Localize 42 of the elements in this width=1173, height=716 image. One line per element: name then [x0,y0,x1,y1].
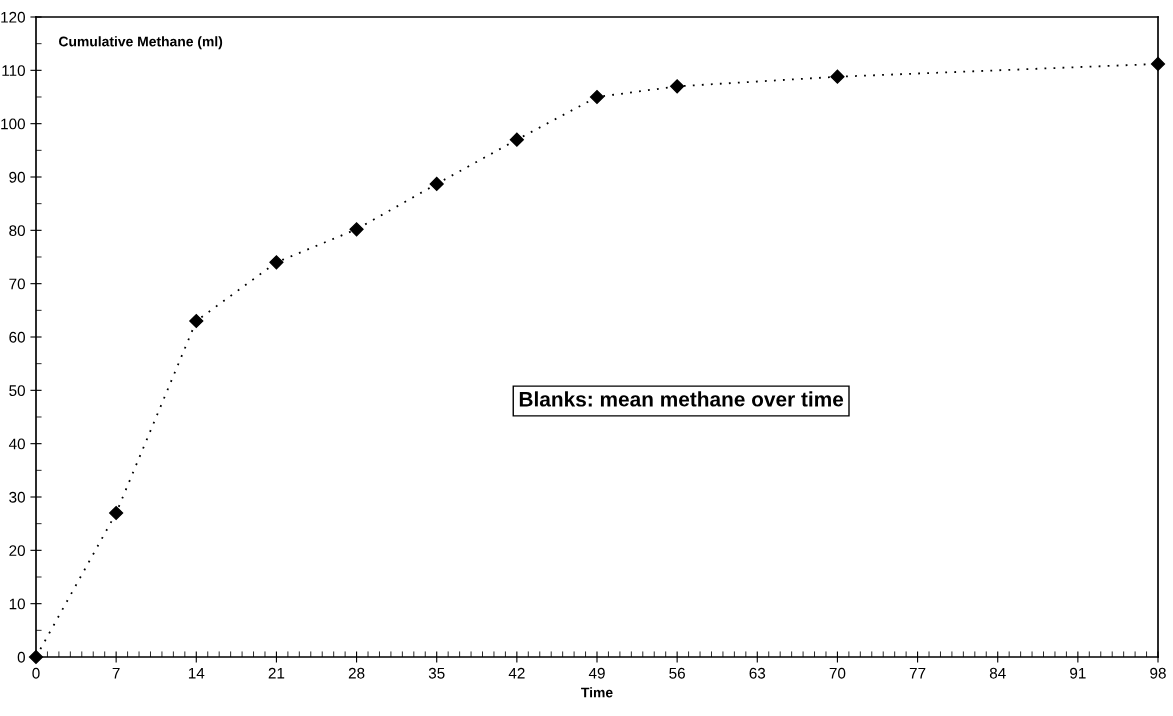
y-axis-title: Cumulative Methane (ml) [59,36,223,50]
point [589,89,605,105]
y-tick-label: 60 [9,331,25,343]
y-tick-label: 0 [17,651,25,663]
y-tick-label: 20 [9,545,25,557]
x-tick-label: 49 [588,667,605,679]
x-tick-label: 28 [348,667,365,679]
x-tick-label: 84 [989,667,1006,679]
point [269,255,284,270]
x-tick-label: 0 [32,667,40,679]
y-tick-label: 110 [2,65,25,77]
x-tick-label: 91 [1070,667,1086,679]
x-tick-label: 56 [669,667,685,679]
point [670,79,685,94]
y-tick-label: 90 [9,171,25,183]
y-tick-label: 80 [9,225,25,237]
point [28,649,44,665]
y-tick-label: 70 [9,278,25,290]
y-tick-label: 50 [9,385,25,397]
x-tick-label: 63 [749,667,766,679]
x-tick-label: 98 [1150,667,1166,679]
point [429,176,444,192]
point [830,69,845,84]
point [509,132,524,147]
x-axis-title: Time [581,687,613,698]
x-tick-label: 77 [909,667,926,679]
x-tick-label: 70 [829,667,846,679]
x-tick-label: 7 [112,667,120,679]
x-tick-label: 35 [428,667,445,679]
point [109,505,124,521]
x-tick-label: 42 [508,667,525,679]
point [1150,56,1166,72]
y-tick-label: 100 [1,118,25,130]
x-tick-label: 14 [188,667,205,679]
y-tick-label: 120 [1,11,25,23]
y-tick-label: 10 [9,598,25,610]
y-tick-label: 30 [9,491,25,503]
annotation: Blanks: mean methane over time [519,391,844,407]
y-tick-label: 40 [8,438,25,450]
point [349,222,364,237]
x-tick-label: 21 [268,667,285,679]
point [189,313,204,329]
